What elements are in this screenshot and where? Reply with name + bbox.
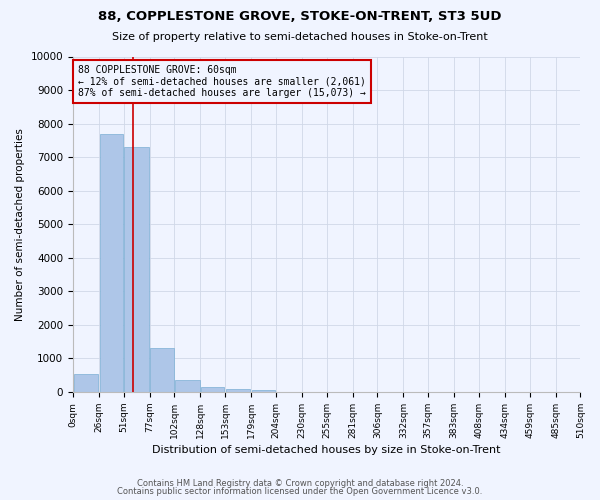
Bar	[175, 380, 200, 392]
Bar	[252, 390, 275, 392]
Y-axis label: Number of semi-detached properties: Number of semi-detached properties	[15, 128, 25, 320]
Bar	[124, 147, 149, 392]
Bar	[100, 134, 123, 392]
Text: Contains public sector information licensed under the Open Government Licence v3: Contains public sector information licen…	[118, 488, 482, 496]
Text: 88 COPPLESTONE GROVE: 60sqm
← 12% of semi-detached houses are smaller (2,061)
87: 88 COPPLESTONE GROVE: 60sqm ← 12% of sem…	[78, 65, 366, 98]
Text: Contains HM Land Registry data © Crown copyright and database right 2024.: Contains HM Land Registry data © Crown c…	[137, 478, 463, 488]
X-axis label: Distribution of semi-detached houses by size in Stoke-on-Trent: Distribution of semi-detached houses by …	[152, 445, 501, 455]
Text: Size of property relative to semi-detached houses in Stoke-on-Trent: Size of property relative to semi-detach…	[112, 32, 488, 42]
Bar	[150, 348, 173, 392]
Bar	[226, 388, 250, 392]
Text: 88, COPPLESTONE GROVE, STOKE-ON-TRENT, ST3 5UD: 88, COPPLESTONE GROVE, STOKE-ON-TRENT, S…	[98, 10, 502, 23]
Bar	[201, 387, 224, 392]
Bar	[74, 374, 98, 392]
